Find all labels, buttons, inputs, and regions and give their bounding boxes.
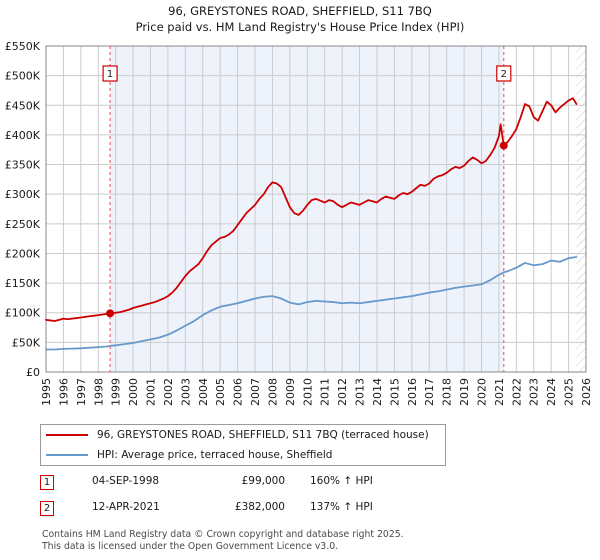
hpi-average-line: [45, 256, 578, 351]
x-axis-tick-label: 2015: [388, 378, 401, 406]
y-axis-tick-label: £150K: [5, 277, 41, 290]
transaction-table: 1 04-SEP-1998 £99,000 160% ↑ HPI 2 12-AP…: [40, 472, 460, 524]
legend-swatch-price-paid: [46, 434, 88, 436]
transaction-marker-badge: [102, 65, 118, 82]
x-axis-tick-label: 2024: [545, 378, 558, 406]
x-axis-tick-label: 2016: [406, 378, 419, 406]
chart-legend: 96, GREYSTONES ROAD, SHEFFIELD, S11 7BQ …: [40, 424, 446, 466]
transaction-price: £382,000: [234, 501, 285, 513]
transaction-date: 12-APR-2021: [92, 501, 160, 513]
x-axis-tick-label: 2000: [127, 378, 140, 406]
x-axis-tick-label: 2010: [301, 378, 314, 406]
transaction-marker-number: 1: [107, 69, 113, 80]
y-axis-tick-label: £550K: [5, 40, 41, 53]
x-axis-tick-label: 2005: [214, 378, 227, 406]
transaction-hpi-delta: 137% ↑ HPI: [310, 501, 373, 513]
y-axis-tick-label: £500K: [5, 70, 41, 83]
x-axis-tick-label: 1995: [40, 378, 53, 406]
status-badge: 1: [40, 475, 54, 490]
x-axis-tick-label: 2009: [284, 378, 297, 406]
chart-plot-area: £0 £50K £100K £150K £200K £250K £300K £350K £400…: [5, 40, 593, 406]
y-axis-tick-label: £300K: [5, 188, 41, 201]
x-axis-tick-label: 1996: [57, 378, 70, 406]
x-axis-tick-label: 1997: [75, 378, 88, 406]
x-axis-tick-label: 2004: [197, 378, 210, 406]
y-axis-tick-label: £50K: [12, 336, 41, 349]
legend-label-hpi: HPI: Average price, terraced house, Shef…: [97, 449, 333, 461]
x-axis-tick-label: 2006: [232, 378, 245, 406]
y-axis-tick-label: £0: [26, 366, 40, 379]
chart-title-block: 96, GREYSTONES ROAD, SHEFFIELD, S11 7BQ …: [0, 3, 600, 35]
transaction-marker-number: 2: [501, 69, 507, 80]
attribution-footer: Contains HM Land Registry data © Crown c…: [42, 529, 582, 552]
footer-copyright-line: Contains HM Land Registry data © Crown c…: [42, 529, 404, 540]
legend-item-hpi: HPI: Average price, terraced house, Shef…: [41, 445, 445, 465]
x-axis-tick-label: 2002: [162, 378, 175, 406]
footer-licence-line: This data is licensed under the Open Gov…: [42, 540, 339, 552]
x-axis-tick-label: 2020: [475, 378, 488, 406]
y-axis-tick-label: £400K: [5, 129, 41, 142]
x-axis-tick-label: 2013: [354, 378, 367, 406]
y-axis-tick-label: £250K: [5, 218, 41, 231]
status-badge: 2: [40, 501, 54, 516]
legend-swatch-hpi: [46, 454, 88, 456]
transaction-marker-badge: [496, 65, 512, 82]
x-axis-tick-label: 1998: [92, 378, 105, 406]
transaction-hpi-delta: 160% ↑ HPI: [310, 475, 373, 487]
y-axis-tick-label: £200K: [5, 247, 41, 260]
x-axis-tick-label: 2012: [336, 378, 349, 406]
legend-item-price-paid: 96, GREYSTONES ROAD, SHEFFIELD, S11 7BQ …: [41, 425, 445, 445]
table-row: 2 12-APR-2021 £382,000 137% ↑ HPI: [40, 498, 460, 524]
x-axis-tick-label: 2019: [458, 378, 471, 406]
transaction-date: 04-SEP-1998: [92, 475, 160, 487]
legend-label-price-paid: 96, GREYSTONES ROAD, SHEFFIELD, S11 7BQ …: [97, 429, 429, 441]
page-subtitle: Price paid vs. HM Land Registry's House …: [135, 20, 465, 34]
transaction-point-marker: [499, 141, 508, 150]
x-axis-tick-label: 1999: [110, 378, 123, 406]
transaction-point-marker: [106, 309, 115, 318]
y-axis-tick-label: £100K: [5, 307, 41, 320]
x-axis-tick-label: 2003: [179, 378, 192, 406]
x-axis-tick-label: 2007: [249, 378, 262, 406]
x-axis-tick-label: 2025: [563, 378, 576, 406]
table-row: 1 04-SEP-1998 £99,000 160% ↑ HPI: [40, 472, 460, 498]
page-title: 96, GREYSTONES ROAD, SHEFFIELD, S11 7BQ: [168, 4, 432, 18]
y-axis-tick-label: £450K: [5, 99, 41, 112]
x-axis-tick-label: 2022: [510, 378, 523, 406]
price-paid-line: [45, 97, 578, 322]
x-axis-tick-label: 2014: [371, 378, 384, 406]
x-axis-tick-label: 2023: [528, 378, 541, 406]
x-axis-tick-label: 2021: [493, 378, 506, 406]
plot-frame: [45, 45, 587, 373]
x-axis-tick-label: 2026: [580, 378, 593, 406]
transaction-price: £99,000: [241, 475, 285, 487]
x-axis-tick-label: 2011: [319, 378, 332, 406]
x-axis-tick-label: 2008: [266, 378, 279, 406]
x-axis-tick-label: 2017: [423, 378, 436, 406]
future-period-hatch: [576, 46, 586, 372]
x-axis-tick-label: 2001: [145, 378, 158, 406]
x-axis-tick-label: 2018: [441, 378, 454, 406]
y-axis-tick-label: £350K: [5, 159, 41, 172]
